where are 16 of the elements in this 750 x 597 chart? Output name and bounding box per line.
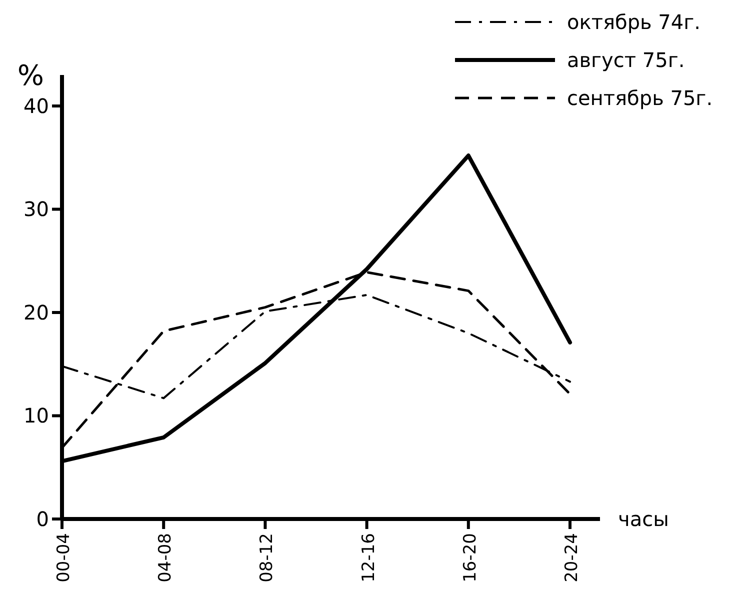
y-tick-label: 0	[36, 507, 49, 531]
legend-label: август 75г.	[567, 48, 685, 72]
legend-label: октябрь 74г.	[567, 10, 700, 34]
x-tick-label: 12-16	[358, 533, 379, 582]
x-axis-title: часы	[618, 507, 669, 531]
y-tick-label: 10	[24, 404, 49, 428]
x-tick-label: 04-08	[156, 533, 176, 582]
y-axis-title: %	[17, 59, 44, 92]
x-tick-label: 20-24	[562, 533, 582, 582]
x-tick-label: 08-12	[257, 533, 278, 582]
y-tick-label: 40	[24, 94, 49, 118]
x-tick-label: 16-20	[460, 533, 480, 582]
y-tick-label: 20	[24, 300, 49, 324]
x-tick-label: 00-04	[54, 533, 74, 582]
legend-label: сентябрь 75г.	[567, 86, 713, 110]
y-tick-label: 30	[24, 197, 49, 222]
